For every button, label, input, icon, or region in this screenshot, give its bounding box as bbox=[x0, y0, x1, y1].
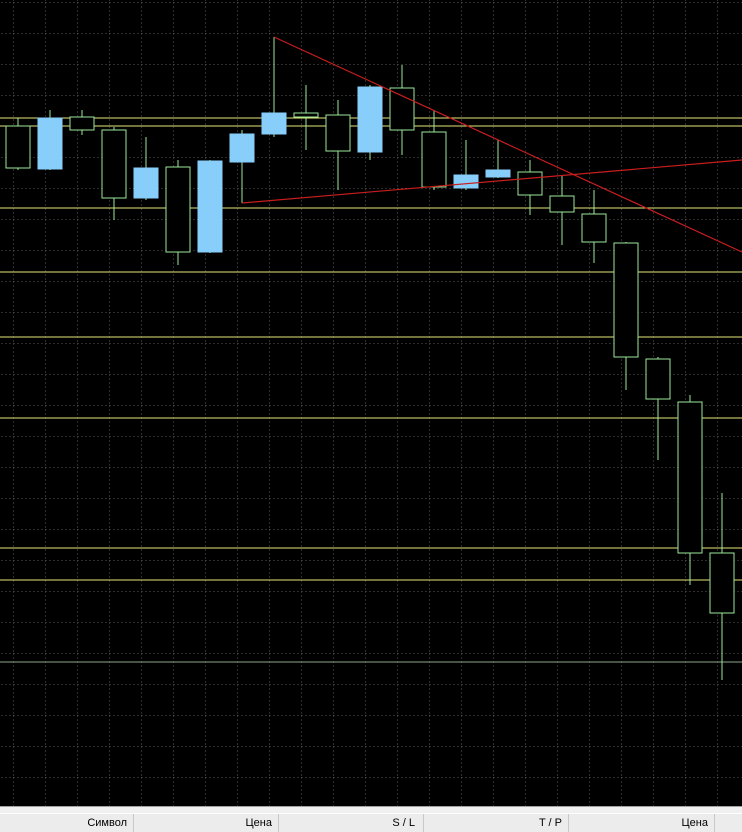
candle-body bbox=[133, 167, 159, 199]
candle-body bbox=[229, 133, 255, 163]
candle-body bbox=[101, 129, 127, 199]
candle-body bbox=[549, 195, 575, 213]
candle-body bbox=[517, 171, 543, 196]
column-header[interactable]: S / L bbox=[279, 814, 424, 832]
candle-body bbox=[293, 112, 319, 118]
candle-body bbox=[581, 213, 607, 243]
column-header[interactable]: Символ bbox=[0, 814, 134, 832]
candle-body bbox=[165, 166, 191, 253]
candle-body bbox=[261, 112, 287, 135]
candle-body bbox=[677, 401, 703, 554]
candle-body bbox=[197, 160, 223, 253]
candle-body bbox=[325, 114, 351, 152]
candle-body bbox=[357, 86, 383, 153]
candle-body bbox=[5, 125, 31, 169]
terminal-panel: Символ Цена S / L T / P Цена bbox=[0, 806, 742, 832]
candle-body bbox=[485, 169, 511, 178]
column-header[interactable]: Цена bbox=[569, 814, 715, 832]
chart bbox=[0, 0, 742, 806]
candle-body bbox=[453, 174, 479, 189]
trendline bbox=[241, 159, 742, 204]
terminal-header: Символ Цена S / L T / P Цена bbox=[0, 813, 742, 832]
candle-body bbox=[389, 87, 415, 131]
candle-body bbox=[421, 131, 447, 188]
column-header[interactable]: T / P bbox=[424, 814, 569, 832]
candle-body bbox=[709, 552, 735, 614]
candle-body bbox=[613, 242, 639, 358]
candle-body bbox=[37, 117, 63, 170]
candle-body bbox=[645, 358, 671, 400]
column-header[interactable]: Цена bbox=[134, 814, 279, 832]
candle-body bbox=[69, 116, 95, 131]
trendline bbox=[273, 36, 742, 253]
